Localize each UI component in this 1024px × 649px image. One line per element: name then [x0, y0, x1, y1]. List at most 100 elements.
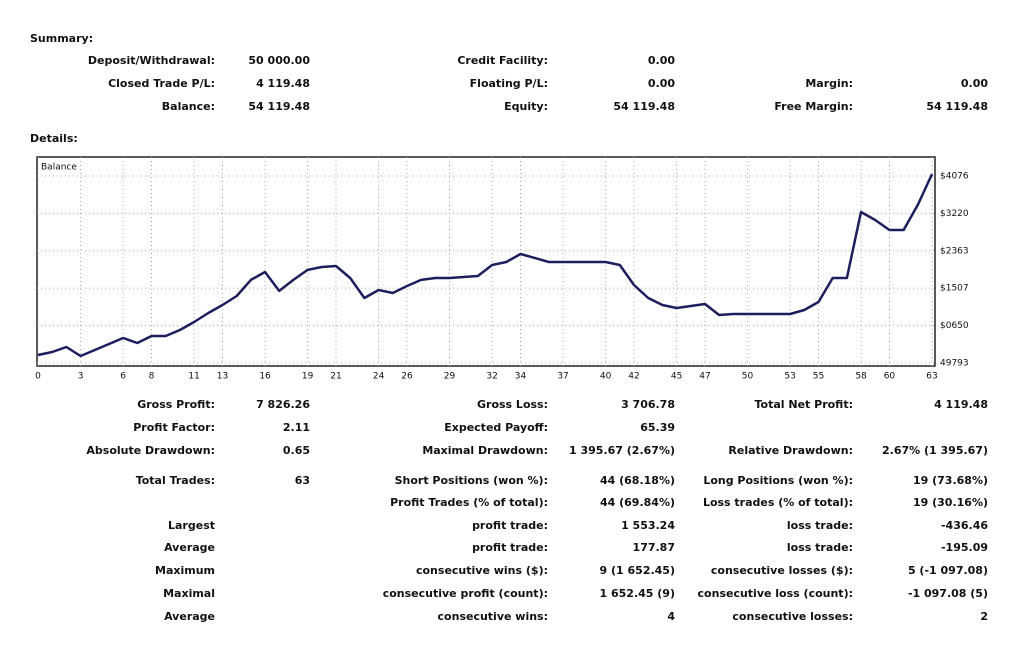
field-label: Maximal Drawdown:: [422, 444, 548, 457]
field-value: 1 652.45 (9): [600, 587, 675, 600]
field-label: Credit Facility:: [457, 54, 548, 67]
summary-title: Summary:: [30, 32, 93, 45]
x-tick-label: 63: [926, 372, 937, 382]
field-value: 177.87: [633, 541, 675, 554]
field-value: 5 (-1 097.08): [908, 564, 988, 577]
field-label: Long Positions (won %):: [703, 474, 853, 487]
y-tick-label: 49793: [940, 358, 969, 368]
field-value: 54 119.48: [248, 100, 310, 113]
field-label: loss trade:: [787, 519, 853, 532]
legend-entry: Balance: [41, 163, 77, 173]
details-title: Details:: [30, 132, 78, 145]
x-tick-label: 3: [78, 372, 84, 382]
y-tick-label: $0650: [940, 321, 969, 331]
field-value: 4: [667, 610, 675, 623]
x-tick-label: 0: [35, 372, 41, 382]
field-label: consecutive wins:: [438, 610, 548, 623]
x-tick-label: 21: [330, 372, 341, 382]
field-value: 44 (68.18%): [600, 474, 675, 487]
field-label: profit trade:: [472, 541, 548, 554]
field-label: profit trade:: [472, 519, 548, 532]
x-tick-label: 24: [373, 372, 385, 382]
x-tick-label: 60: [884, 372, 896, 382]
field-value: 2: [980, 610, 988, 623]
field-label: Profit Trades (% of total):: [390, 496, 548, 509]
x-tick-label: 58: [855, 372, 867, 382]
field-value: 3 706.78: [621, 398, 675, 411]
field-label: consecutive wins ($):: [416, 564, 548, 577]
x-tick-label: 19: [302, 372, 314, 382]
field-label: Equity:: [504, 100, 548, 113]
x-tick-label: 55: [813, 372, 824, 382]
field-label: Deposit/Withdrawal:: [88, 54, 215, 67]
x-tick-label: 29: [444, 372, 456, 382]
x-tick-label: 53: [784, 372, 795, 382]
field-value: 54 119.48: [613, 100, 675, 113]
field-label: Floating P/L:: [470, 77, 548, 90]
x-tick-label: 45: [671, 372, 682, 382]
field-label: Gross Loss:: [477, 398, 548, 411]
x-tick-label: 42: [628, 372, 639, 382]
field-label: Total Trades:: [136, 474, 215, 487]
field-label: Relative Drawdown:: [728, 444, 853, 457]
x-tick-label: 47: [699, 372, 710, 382]
x-tick-label: 6: [120, 372, 126, 382]
field-value: 65.39: [640, 421, 675, 434]
field-value: 2.11: [283, 421, 310, 434]
field-value: 63: [295, 474, 310, 487]
field-label: Gross Profit:: [137, 398, 215, 411]
balance-line: [37, 173, 934, 358]
field-label: Maximum: [155, 564, 215, 577]
field-label: Short Positions (won %):: [395, 474, 548, 487]
x-tick-label: 50: [742, 372, 754, 382]
field-label: loss trade:: [787, 541, 853, 554]
x-tick-label: 16: [259, 372, 271, 382]
x-tick-label: 8: [149, 372, 155, 382]
field-label: Total Net Profit:: [755, 398, 854, 411]
field-label: Average: [164, 541, 215, 554]
field-label: Absolute Drawdown:: [86, 444, 215, 457]
field-value: 54 119.48: [926, 100, 988, 113]
x-tick-label: 32: [486, 372, 497, 382]
field-value: 19 (30.16%): [913, 496, 988, 509]
x-tick-label: 37: [557, 372, 568, 382]
field-value: 4 119.48: [934, 398, 988, 411]
x-tick-label: 11: [188, 372, 199, 382]
field-value: 50 000.00: [248, 54, 310, 67]
field-value: 7 826.26: [256, 398, 310, 411]
field-value: 0.00: [648, 54, 675, 67]
field-value: 9 (1 652.45): [600, 564, 675, 577]
field-value: 0.65: [283, 444, 310, 457]
field-value: 4 119.48: [256, 77, 310, 90]
field-label: consecutive losses:: [732, 610, 853, 623]
field-label: Largest: [168, 519, 215, 532]
x-tick-label: 40: [600, 372, 612, 382]
field-value: -1 097.08 (5): [908, 587, 988, 600]
field-label: Free Margin:: [774, 100, 853, 113]
field-label: Loss trades (% of total):: [703, 496, 853, 509]
field-label: Profit Factor:: [133, 421, 215, 434]
field-value: 0.00: [648, 77, 675, 90]
x-tick-label: 34: [515, 372, 527, 382]
field-label: Closed Trade P/L:: [108, 77, 215, 90]
field-label: Balance:: [162, 100, 215, 113]
field-label: Maximal: [163, 587, 215, 600]
field-label: Expected Payoff:: [444, 421, 548, 434]
field-label: Margin:: [805, 77, 853, 90]
y-tick-label: $4076: [940, 171, 969, 181]
x-tick-label: 13: [217, 372, 228, 382]
field-label: consecutive losses ($):: [711, 564, 853, 577]
y-tick-label: $2363: [940, 246, 969, 256]
field-label: consecutive profit (count):: [383, 587, 548, 600]
field-label: consecutive loss (count):: [698, 587, 853, 600]
field-value: 0.00: [961, 77, 988, 90]
y-tick-label: $1507: [940, 284, 969, 294]
field-value: 44 (69.84%): [600, 496, 675, 509]
field-value: -436.46: [941, 519, 988, 532]
field-label: Average: [164, 610, 215, 623]
field-value: 2.67% (1 395.67): [882, 444, 988, 457]
field-value: 19 (73.68%): [913, 474, 988, 487]
x-tick-label: 26: [401, 372, 413, 382]
y-tick-label: $3220: [940, 209, 969, 219]
